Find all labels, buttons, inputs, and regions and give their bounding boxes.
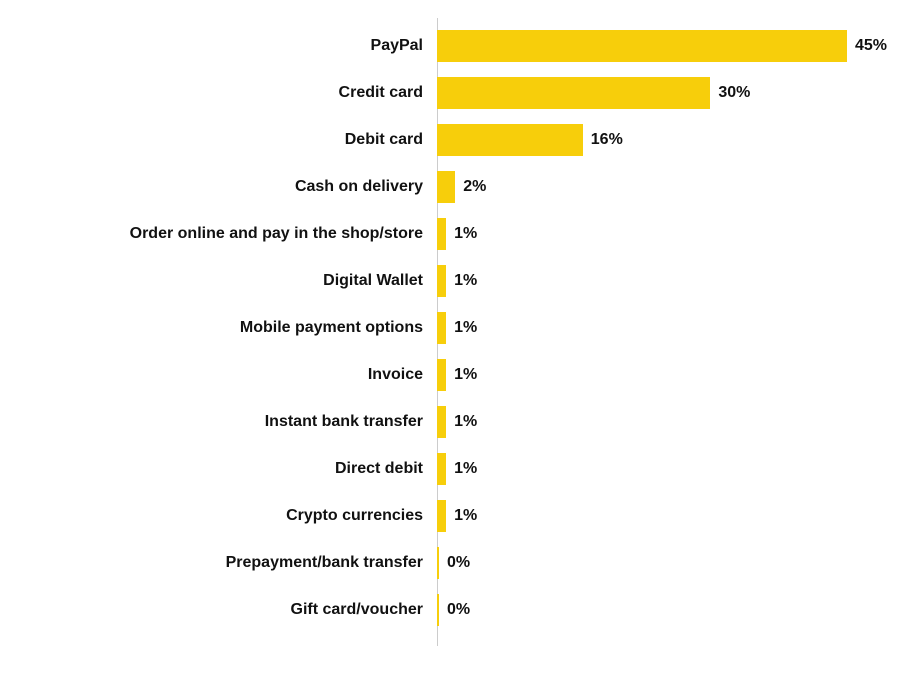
- bar: [437, 453, 446, 485]
- chart-row: Digital Wallet 1%: [50, 265, 850, 297]
- chart-row: PayPal45%: [50, 30, 850, 62]
- bar-area: 30%: [437, 77, 750, 109]
- bar-value-label: 1%: [454, 319, 477, 337]
- bar-area: 16%: [437, 124, 623, 156]
- payment-methods-bar-chart: PayPal45% Credit card 30% Debit card 16% Cash…: [50, 30, 850, 650]
- chart-row: Credit card 30%: [50, 77, 850, 109]
- bar: [437, 265, 446, 297]
- bar-area: 1%: [437, 265, 477, 297]
- bar: [437, 547, 439, 579]
- bar-label: Order online and pay in the shop/store: [130, 225, 435, 243]
- chart-row: Invoice 1%: [50, 359, 850, 391]
- bar: [437, 594, 439, 626]
- chart-row: Order online and pay in the shop/store 1%: [50, 218, 850, 250]
- bar-value-label: 1%: [454, 225, 477, 243]
- bar-label: Cash on delivery: [295, 178, 435, 196]
- chart-row: Cash on delivery 2%: [50, 171, 850, 203]
- bar-area: 1%: [437, 453, 477, 485]
- bar: [437, 77, 710, 109]
- bar-area: 1%: [437, 406, 477, 438]
- bar-area: 1%: [437, 359, 477, 391]
- bar: [437, 30, 847, 62]
- bar-value-label: 16%: [591, 131, 623, 149]
- bar-value-label: 30%: [718, 84, 750, 102]
- bar-label: Prepayment/bank transfer: [226, 554, 435, 572]
- bar-value-label: 2%: [463, 178, 486, 196]
- bar-value-label: 0%: [447, 601, 470, 619]
- chart-row: Direct debit 1%: [50, 453, 850, 485]
- bar-value-label: 1%: [454, 366, 477, 384]
- bar-value-label: 1%: [454, 507, 477, 525]
- bar: [437, 500, 446, 532]
- bar-label: Gift card/voucher: [291, 601, 435, 619]
- chart-row: Gift card/voucher 0%: [50, 594, 850, 626]
- bar: [437, 171, 455, 203]
- bar-area: 0%: [437, 594, 470, 626]
- bar-value-label: 1%: [454, 272, 477, 290]
- bar: [437, 218, 446, 250]
- bar-value-label: 1%: [454, 460, 477, 478]
- bar-label: Invoice: [368, 366, 435, 384]
- bar-label: Credit card: [339, 84, 435, 102]
- bar: [437, 312, 446, 344]
- chart-row: Debit card 16%: [50, 124, 850, 156]
- chart-row: Crypto currencies 1%: [50, 500, 850, 532]
- bar-area: 1%: [437, 218, 477, 250]
- bar-area: 1%: [437, 500, 477, 532]
- bar: [437, 124, 583, 156]
- bar-label: Mobile payment options: [240, 319, 435, 337]
- bar-label: Debit card: [345, 131, 435, 149]
- bar-area: 0%: [437, 547, 470, 579]
- bar-label: PayPal: [371, 37, 435, 55]
- bar-label: Direct debit: [335, 460, 435, 478]
- bar-label: Crypto currencies: [286, 507, 435, 525]
- chart-row: Mobile payment options 1%: [50, 312, 850, 344]
- bar: [437, 406, 446, 438]
- bar-label: Instant bank transfer: [265, 413, 435, 431]
- bar-area: 2%: [437, 171, 486, 203]
- bar-label: Digital Wallet: [323, 272, 435, 290]
- bar-area: 1%: [437, 312, 477, 344]
- chart-row: Instant bank transfer 1%: [50, 406, 850, 438]
- bar-value-label: 45%: [855, 37, 887, 55]
- bar: [437, 359, 446, 391]
- bar-area: 45%: [437, 30, 887, 62]
- chart-row: Prepayment/bank transfer 0%: [50, 547, 850, 579]
- bar-value-label: 1%: [454, 413, 477, 431]
- bar-value-label: 0%: [447, 554, 470, 572]
